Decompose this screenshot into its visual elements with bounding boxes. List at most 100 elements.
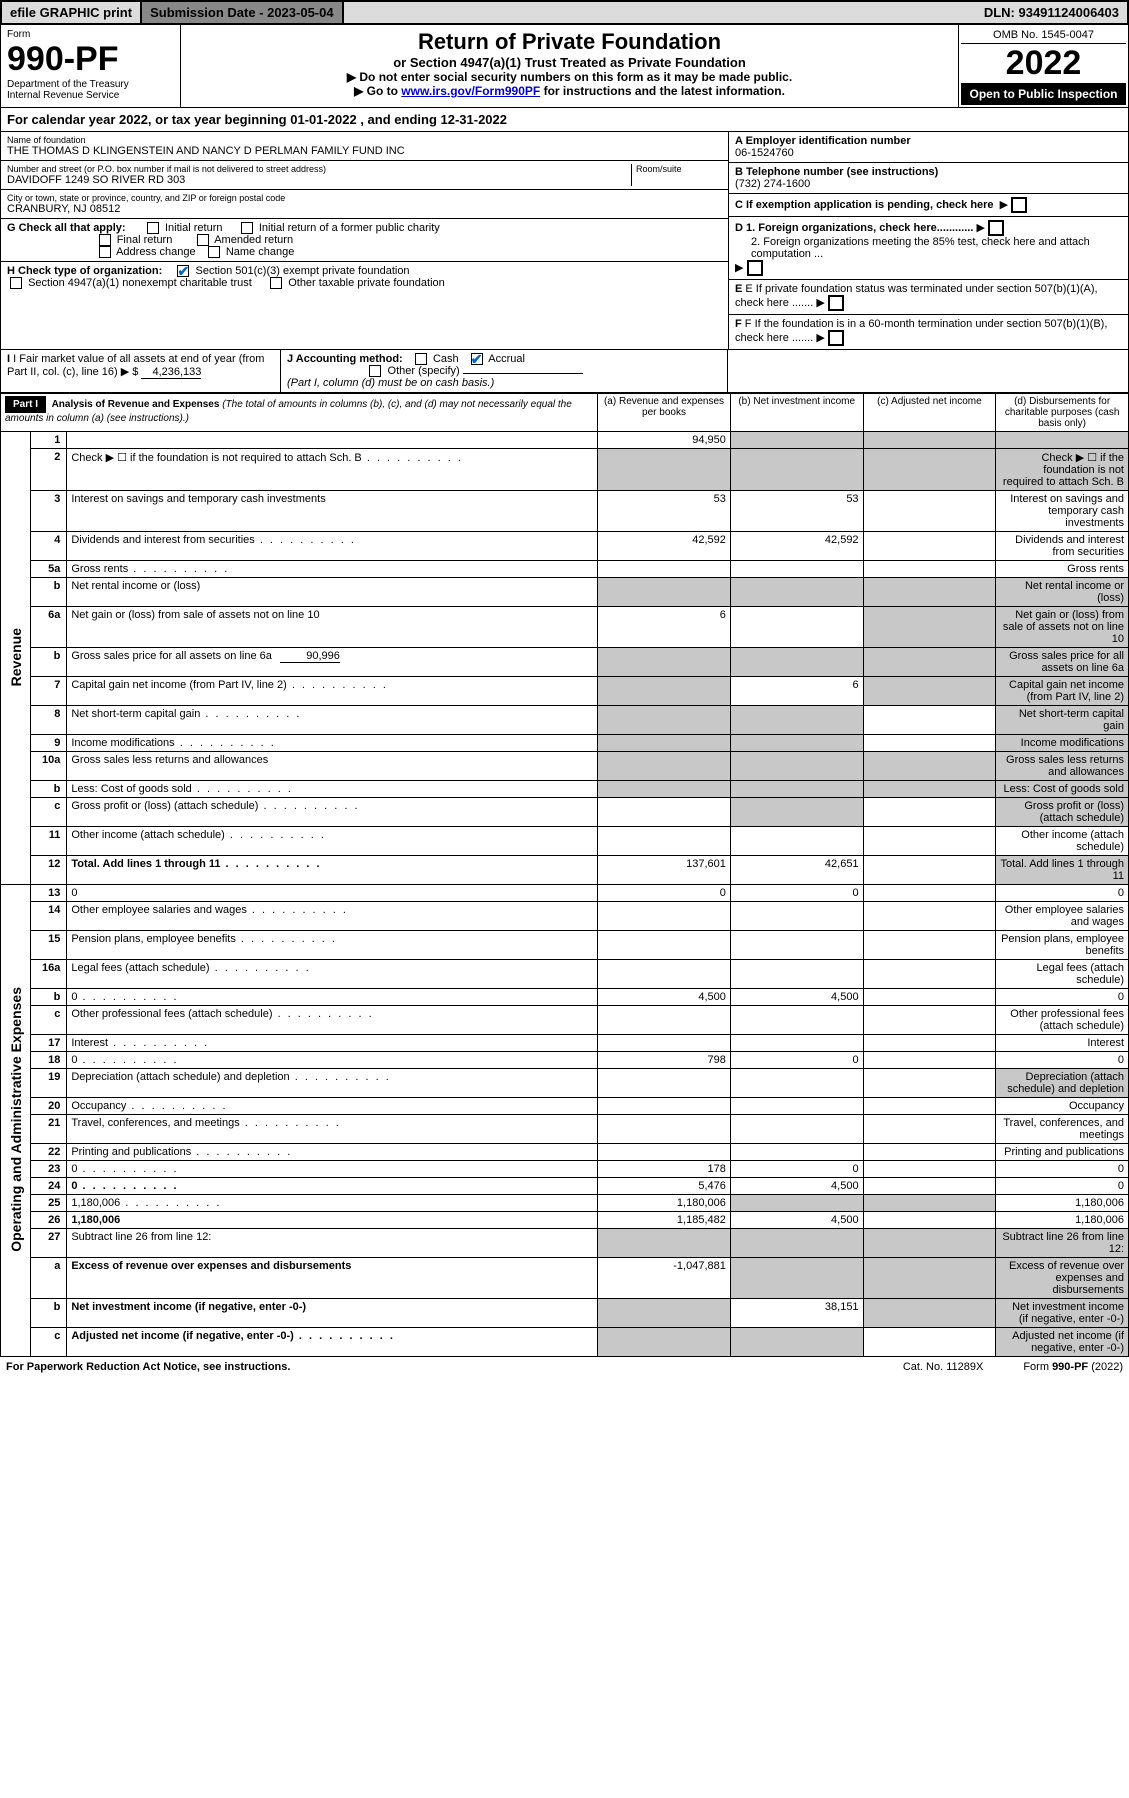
col-a-header: (a) Revenue and expenses per books [598,394,731,432]
j-note: (Part I, column (d) must be on cash basi… [287,377,494,389]
60month-checkbox[interactable] [828,330,844,346]
city-label: City or town, state or province, country… [7,193,722,203]
cell-c [863,432,996,449]
cash-checkbox[interactable] [415,353,427,365]
line-number: 6a [31,607,67,648]
c-exemption-label: C If exemption application is pending, c… [735,199,994,211]
line-number: 14 [31,902,67,931]
form-header: Form 990-PF Department of the Treasury I… [0,25,1129,108]
cell-b [730,1069,863,1098]
line-number: 4 [31,532,67,561]
initial-return-checkbox[interactable] [147,222,159,234]
part1-table: Part I Analysis of Revenue and Expenses … [0,393,1129,1357]
status-terminated-checkbox[interactable] [828,295,844,311]
cell-b [730,1229,863,1258]
name-change-checkbox[interactable] [208,246,220,258]
paperwork-notice: For Paperwork Reduction Act Notice, see … [6,1361,290,1373]
cell-b: 6 [730,677,863,706]
exemption-pending-checkbox[interactable] [1011,197,1027,213]
other-taxable-checkbox[interactable] [270,277,282,289]
initial-former-checkbox[interactable] [241,222,253,234]
cell-a [598,798,731,827]
line-number: b [31,989,67,1006]
line-number: 15 [31,931,67,960]
cell-c [863,798,996,827]
line-number: 23 [31,1161,67,1178]
line-description: 0 [67,1161,598,1178]
cell-d: Excess of revenue over expenses and disb… [996,1258,1129,1299]
phone-label: B Telephone number (see instructions) [735,166,938,178]
line-description: Printing and publications [67,1144,598,1161]
cell-d: Other employee salaries and wages [996,902,1129,931]
i-label: I Fair market value of all assets at end… [7,353,264,378]
cell-a [598,1006,731,1035]
expenses-section-label: Operating and Administrative Expenses [1,885,31,1357]
line-number: 16a [31,960,67,989]
cell-b [730,931,863,960]
line-description: Excess of revenue over expenses and disb… [67,1258,598,1299]
cell-a [598,902,731,931]
cell-d: Interest [996,1035,1129,1052]
cell-d: 1,180,006 [996,1212,1129,1229]
line-description: Net short-term capital gain [67,706,598,735]
other-specify-field[interactable] [463,373,583,374]
line-number: 18 [31,1052,67,1069]
cell-c [863,449,996,491]
cell-a [598,1299,731,1328]
f-label: F If the foundation is in a 60-month ter… [735,318,1107,344]
line-number: a [31,1258,67,1299]
line-description: Net gain or (loss) from sale of assets n… [67,607,598,648]
cell-b [730,648,863,677]
4947a1-checkbox[interactable] [10,277,22,289]
501c3-checkbox[interactable] [177,265,189,277]
line-description: Subtract line 26 from line 12: [67,1229,598,1258]
cell-d: Net rental income or (loss) [996,578,1129,607]
line-number: 27 [31,1229,67,1258]
cell-a [598,578,731,607]
cell-a [598,1115,731,1144]
cell-c [863,491,996,532]
foreign-org-checkbox[interactable] [988,220,1004,236]
line-description: Gross profit or (loss) (attach schedule) [67,798,598,827]
line-number: 8 [31,706,67,735]
cell-b: 42,651 [730,856,863,885]
cell-b [730,578,863,607]
cell-b [730,607,863,648]
cell-c [863,902,996,931]
amended-return-checkbox[interactable] [197,234,209,246]
efile-print-button[interactable]: efile GRAPHIC print [2,2,142,23]
cell-a [598,1069,731,1098]
address-change-checkbox[interactable] [99,246,111,258]
form990pf-link[interactable]: www.irs.gov/Form990PF [401,84,540,98]
cell-c [863,752,996,781]
foreign-85-checkbox[interactable] [747,260,763,276]
accrual-checkbox[interactable] [471,353,483,365]
cell-c [863,960,996,989]
line-description: Total. Add lines 1 through 11 [67,856,598,885]
line-description: Interest on savings and temporary cash i… [67,491,598,532]
g-opt-2: Final return [117,234,173,246]
dln-value: DLN: 93491124006403 [976,2,1127,23]
h-opt-3: Other taxable private foundation [288,277,445,289]
cell-a [598,960,731,989]
cell-c [863,989,996,1006]
line-number: 21 [31,1115,67,1144]
cell-d: Total. Add lines 1 through 11 [996,856,1129,885]
line-description: Interest [67,1035,598,1052]
cell-d: Less: Cost of goods sold [996,781,1129,798]
cell-c [863,1098,996,1115]
ij-row: I I Fair market value of all assets at e… [0,350,1129,393]
cell-b [730,1258,863,1299]
h-opt-2: Section 4947(a)(1) nonexempt charitable … [28,277,252,289]
cell-d [996,432,1129,449]
line-number: 17 [31,1035,67,1052]
line-description: Dividends and interest from securities [67,532,598,561]
g-opt-0: Initial return [165,222,222,234]
cell-c [863,706,996,735]
other-method-checkbox[interactable] [369,365,381,377]
final-return-checkbox[interactable] [99,234,111,246]
cell-a [598,1035,731,1052]
cell-a [598,1098,731,1115]
cell-a [598,827,731,856]
line-description: Other employee salaries and wages [67,902,598,931]
